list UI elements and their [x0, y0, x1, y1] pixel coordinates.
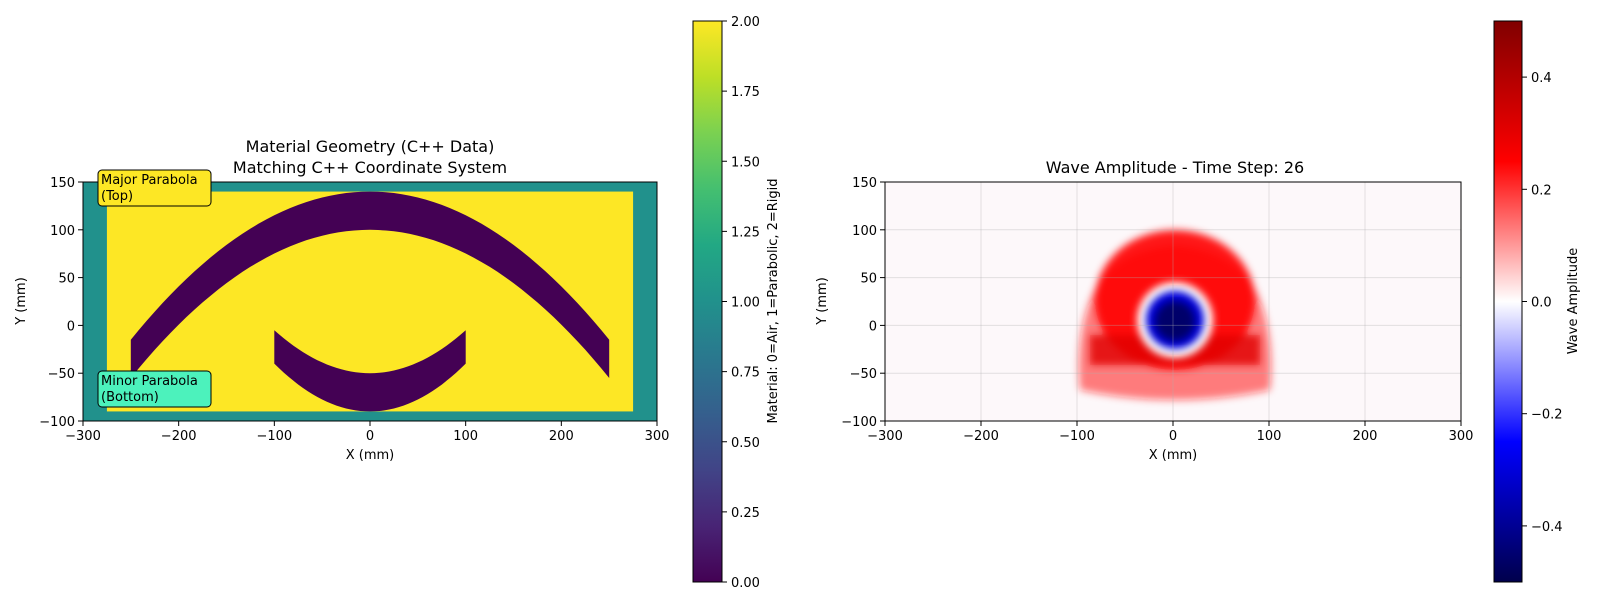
material-plot-area [82, 181, 658, 422]
x-tick-label: 200 [549, 429, 574, 444]
y-tick-label: 50 [860, 272, 877, 287]
x-tick-label: −300 [65, 429, 101, 444]
material-colorbar-gradient [692, 20, 723, 583]
y-tick-label: 150 [50, 176, 75, 191]
wave-y-ticks: −100 −50 0 50 100 150 [841, 176, 885, 430]
material-colorbar-label: Material: 0=Air, 1=Parabolic, 2=Rigid [766, 178, 781, 423]
wave-plot-area [884, 181, 1462, 422]
x-tick-label: 100 [453, 429, 478, 444]
annotation-major: Major Parabola (Top) [97, 169, 212, 207]
annotation-major-line2: (Top) [101, 189, 133, 204]
colorbar-tick-label: 0.4 [1531, 71, 1552, 86]
y-tick-label: −100 [841, 415, 877, 430]
y-tick-label: −50 [48, 367, 75, 382]
x-tick-label: −100 [256, 429, 292, 444]
y-tick-label: 100 [852, 224, 877, 239]
colorbar-tick-label: 0.00 [731, 576, 760, 591]
material-x-ticks: −300 −200 −100 0 100 200 300 [65, 421, 669, 444]
annotation-minor-line1: Minor Parabola [101, 374, 198, 389]
wave-x-ticks: −300 −200 −100 0 100 200 300 [867, 421, 1473, 444]
major-parabola [130, 191, 610, 378]
y-tick-label: −100 [39, 415, 75, 430]
material-panel: Material Geometry (C++ Data) Matching C+… [14, 15, 781, 591]
material-y-label: Y (mm) [14, 277, 29, 326]
colorbar-tick-label: 0.25 [731, 506, 760, 521]
annotation-major-box [97, 169, 212, 207]
material-title-line2: Matching C++ Coordinate System [233, 158, 507, 177]
material-colorbar: 0.00 0.25 0.50 0.75 1.00 1.25 1.50 1.75 2.00 Mat… [692, 15, 781, 591]
annotation-minor-line2: (Bottom) [101, 390, 159, 405]
material-x-label: X (mm) [346, 448, 395, 463]
colorbar-tick-label: 1.00 [731, 296, 760, 311]
colorbar-tick-label: −0.2 [1531, 408, 1563, 423]
x-tick-label: 0 [366, 429, 374, 444]
y-tick-label: 150 [852, 176, 877, 191]
material-colorbar-ticks: 0.00 0.25 0.50 0.75 1.00 1.25 1.50 1.75 2.00 [722, 15, 760, 591]
wave-field [1078, 230, 1272, 400]
wave-colorbar-ticks: −0.4 −0.2 0.0 0.2 0.4 [1522, 71, 1563, 535]
y-tick-label: 0 [67, 319, 75, 334]
x-tick-label: −200 [161, 429, 197, 444]
y-tick-label: −50 [850, 367, 877, 382]
wave-x-label: X (mm) [1149, 448, 1198, 463]
annotation-major-line1: Major Parabola [101, 173, 198, 188]
annotation-minor: Minor Parabola (Bottom) [97, 370, 212, 408]
x-tick-label: −300 [867, 429, 903, 444]
y-tick-label: 50 [58, 272, 75, 287]
material-y-ticks: −100 −50 0 50 100 150 [39, 176, 83, 430]
wave-colorbar-gradient [1493, 20, 1523, 583]
x-tick-label: 300 [645, 429, 670, 444]
x-tick-label: −200 [963, 429, 999, 444]
annotation-minor-box [97, 370, 212, 408]
wave-title: Wave Amplitude - Time Step: 26 [1046, 158, 1304, 177]
wave-negative-core [1155, 301, 1195, 341]
colorbar-tick-label: 0.0 [1531, 296, 1552, 311]
x-tick-label: 200 [1353, 429, 1378, 444]
colorbar-tick-label: 1.50 [731, 155, 760, 170]
wave-colorbar-label: Wave Amplitude [1566, 248, 1581, 354]
colorbar-tick-label: 0.2 [1531, 183, 1552, 198]
colorbar-tick-label: 0.75 [731, 366, 760, 381]
colorbar-tick-label: 0.50 [731, 436, 760, 451]
x-tick-label: −100 [1059, 429, 1095, 444]
material-title-line1: Material Geometry (C++ Data) [246, 137, 495, 156]
colorbar-tick-label: 1.25 [731, 225, 760, 240]
y-tick-label: 0 [869, 319, 877, 334]
x-tick-label: 300 [1449, 429, 1474, 444]
wave-panel: Wave Amplitude - Time Step: 26 −300 −200−… [815, 20, 1581, 583]
x-tick-label: 100 [1257, 429, 1282, 444]
x-tick-label: 0 [1169, 429, 1177, 444]
minor-parabola [274, 330, 466, 412]
wave-y-label: Y (mm) [815, 277, 830, 326]
colorbar-tick-label: 2.00 [731, 15, 760, 30]
y-tick-label: 100 [50, 224, 75, 239]
colorbar-tick-label: 1.75 [731, 85, 760, 100]
wave-colorbar: −0.4 −0.2 0.0 0.2 0.4 Wave Amplitude [1493, 20, 1581, 583]
colorbar-tick-label: −0.4 [1531, 520, 1563, 535]
